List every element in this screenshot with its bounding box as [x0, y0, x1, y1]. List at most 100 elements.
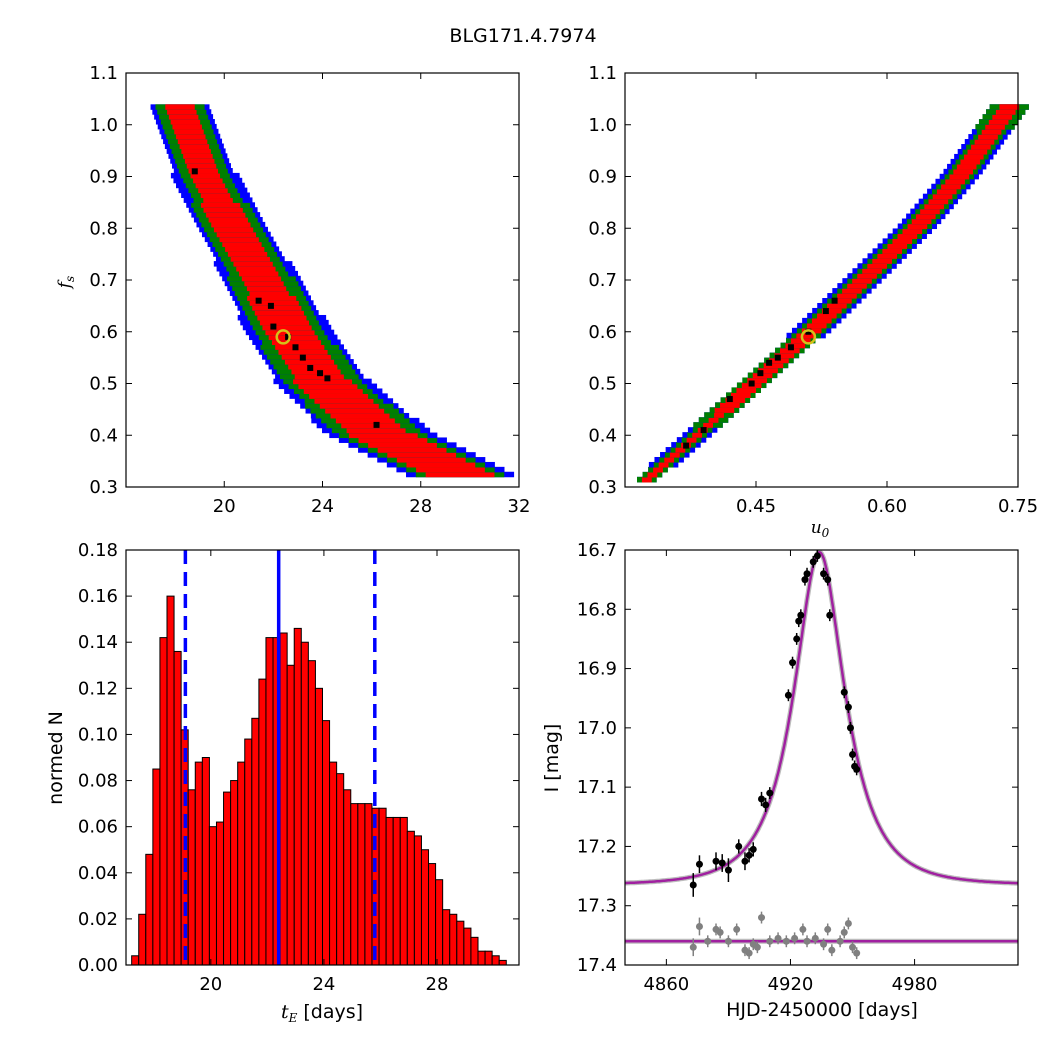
best-fit-point: [317, 370, 324, 377]
best-fit-point: [324, 375, 331, 382]
hist-bar: [215, 821, 225, 966]
residual-point: [766, 937, 774, 945]
x-tick-label: 28: [409, 496, 432, 517]
hist-bar: [251, 717, 260, 966]
sigma1-region: [298, 383, 358, 390]
residual-point: [791, 934, 799, 942]
sigma1-region: [249, 300, 299, 306]
x-tick-label: 28: [426, 974, 449, 995]
y-tick-label: 0.12: [78, 678, 118, 699]
sigma1-region: [902, 228, 923, 235]
sigma1-region: [995, 109, 1016, 115]
best-fit-point: [726, 396, 733, 403]
hist-bar: [187, 789, 196, 966]
residual-point: [811, 934, 819, 942]
sigma1-region: [974, 139, 995, 145]
sigma1-region: [703, 422, 714, 428]
y-tick-label: 17.2: [577, 836, 617, 857]
sigma1-region: [168, 114, 199, 120]
sigma1-region: [956, 163, 977, 170]
hist-bar: [208, 826, 217, 966]
sigma1-region: [254, 310, 304, 316]
sigma1-region: [268, 334, 318, 341]
best-fit-point: [822, 308, 829, 315]
x-tick-label: 4980: [892, 974, 938, 995]
best-fit-point: [299, 354, 306, 361]
sigma1-region: [291, 368, 341, 375]
x-tick-label: 20: [213, 496, 236, 517]
sigma1-region: [186, 163, 217, 169]
residual-point: [824, 925, 832, 933]
y-tick-label: 1.1: [588, 63, 617, 84]
sigma1-region: [275, 344, 325, 350]
sigma1-region: [936, 188, 957, 195]
hist-bar: [406, 830, 415, 966]
sigma1-region: [246, 285, 287, 292]
hist-bar: [364, 803, 373, 966]
sigma1-region: [219, 236, 259, 243]
y-tick-label: 0.6: [89, 322, 118, 343]
hist-bar: [413, 835, 422, 966]
sigma1-region: [284, 359, 335, 365]
residual-point: [753, 943, 761, 951]
sigma1-region: [842, 288, 862, 294]
y-tick-label: 0.4: [89, 425, 118, 446]
sigma1-region: [827, 302, 847, 309]
x-axis-label-te: tE [days]: [281, 1001, 363, 1025]
data-point: [824, 576, 832, 584]
sigma1-region: [203, 197, 233, 203]
residual-point: [695, 922, 703, 930]
sigma1-region: [247, 295, 297, 301]
data-point: [689, 881, 697, 889]
data-point: [803, 570, 811, 578]
sigma1-region: [259, 319, 310, 326]
hist-bar: [477, 950, 486, 966]
sigma1-region: [167, 109, 197, 115]
y-tick-label: 0.4: [588, 425, 617, 446]
sigma1-region: [920, 208, 940, 215]
best-fit-point: [191, 168, 198, 175]
sigma1-region: [387, 452, 457, 458]
sigma1-region: [720, 402, 740, 408]
sigma1-region: [172, 123, 202, 130]
residual-point: [853, 949, 861, 957]
sigma1-region: [335, 417, 395, 424]
sigma1-region: [852, 278, 872, 284]
sigma1-region: [377, 447, 447, 453]
sigma1-region: [708, 417, 719, 423]
data-point: [741, 857, 749, 865]
sigma1-region: [988, 119, 1009, 125]
hist-bar: [145, 853, 154, 966]
data-point: [784, 691, 792, 699]
sigma1-region: [992, 114, 1012, 120]
sigma1-region: [790, 337, 811, 344]
data-point: [712, 857, 720, 865]
residual-point: [836, 937, 844, 945]
sigma1-region: [758, 367, 778, 374]
sigma1-region: [911, 218, 932, 225]
residual-point: [820, 940, 828, 948]
y-tick-label: 0.6: [588, 322, 617, 343]
y-tick-label: 0.5: [89, 374, 118, 395]
residual-point: [774, 934, 782, 942]
x-tick-label: 0.45: [736, 496, 776, 517]
sigma1-region: [862, 268, 882, 274]
hist-bar: [357, 803, 366, 966]
panel-u0-fs: 0.45 0.60 0.75 0.3 0.4 0.5 0.6 0.7 0.8 0.9 1.0 1.1: [588, 63, 1038, 517]
data-point: [793, 635, 801, 643]
hist-bar: [159, 637, 168, 966]
sigma1-region: [241, 275, 282, 282]
sigma1-region: [184, 158, 215, 164]
best-fit-point: [255, 297, 262, 304]
sigma1-region: [669, 452, 680, 458]
data-point: [789, 659, 797, 667]
best-fit-point: [285, 333, 292, 340]
data-point: [809, 558, 817, 566]
hist-bar: [322, 720, 331, 966]
sigma1-region: [227, 251, 268, 257]
sigma1-region: [686, 437, 697, 443]
x-tick-label: 4920: [768, 974, 814, 995]
model-uncertainty-band: [625, 549, 1019, 886]
sigma1-region: [692, 432, 703, 438]
